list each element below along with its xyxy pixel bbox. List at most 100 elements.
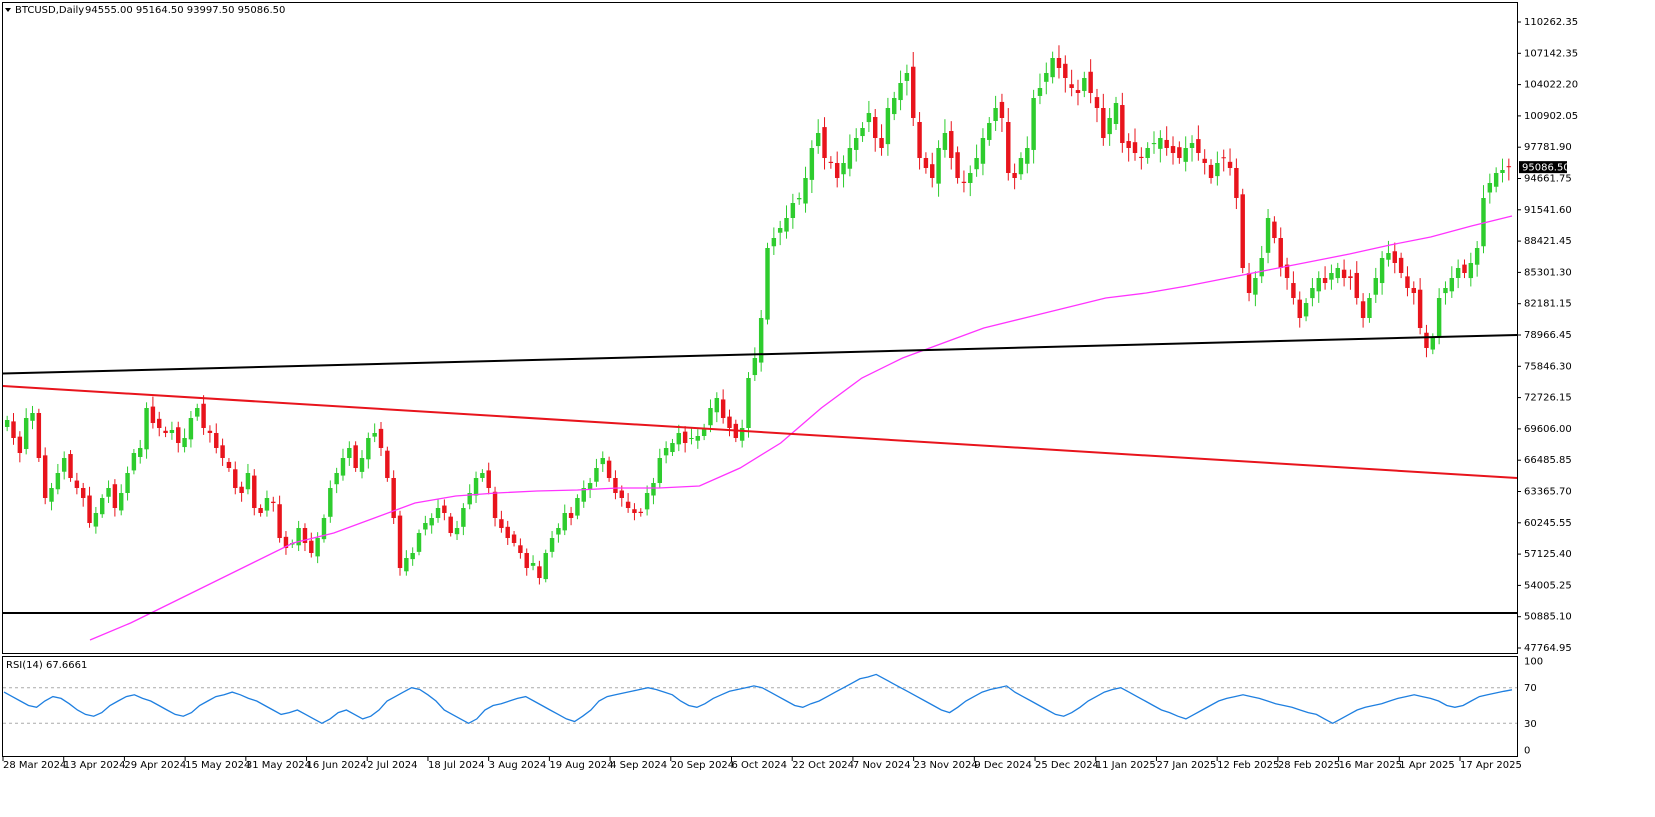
candle-body: [467, 493, 472, 505]
price-tick-label: 97781.90: [1524, 142, 1572, 153]
candle-body: [632, 509, 637, 513]
chevron-down-icon[interactable]: [5, 8, 11, 12]
rsi-group: 100 70 30 0: [3, 657, 1543, 757]
candle-body: [1031, 98, 1036, 150]
candle-body: [1189, 143, 1195, 148]
candle-body: [1044, 73, 1049, 82]
current-price-label: 95086.50: [1522, 163, 1570, 174]
candle-body: [556, 528, 561, 535]
candle-body: [1500, 170, 1505, 173]
rsi-level-label: 0: [1524, 746, 1530, 757]
candle-body: [644, 493, 650, 510]
candle-body: [828, 161, 834, 163]
candle-body: [1050, 58, 1055, 78]
time-tick-label: 4 Sep 2024: [610, 760, 667, 771]
candle-body: [1329, 273, 1334, 280]
symbol-label: BTCUSD,Daily: [15, 5, 84, 16]
candle-body: [575, 498, 580, 516]
candle-body: [1132, 142, 1138, 153]
price-tick-label: 110262.35: [1524, 17, 1578, 28]
time-tick-label: 23 Nov 2024: [914, 760, 978, 771]
candle-body: [505, 526, 510, 538]
candle-body: [226, 461, 232, 468]
candle-body: [125, 473, 130, 493]
candle-body: [638, 511, 643, 513]
candle-body: [1139, 156, 1144, 158]
candle-body: [1417, 289, 1423, 328]
candle-body: [1234, 168, 1239, 198]
candle-body: [968, 173, 973, 183]
candle-body: [220, 445, 225, 458]
price-tick-label: 104022.20: [1524, 80, 1578, 91]
candle-body: [157, 418, 162, 428]
candle-body: [1506, 166, 1512, 168]
candle-body: [600, 458, 605, 465]
price-tick-label: 82181.15: [1524, 299, 1572, 310]
candle-body: [315, 538, 320, 557]
price-tick-label: 91541.60: [1524, 205, 1572, 216]
time-tick-label: 17 Apr 2025: [1460, 760, 1522, 771]
candle-body: [1493, 173, 1499, 187]
candle-body: [188, 418, 194, 440]
candle-body: [55, 473, 61, 490]
rsi-level-label: 70: [1524, 683, 1537, 694]
candle-body: [1240, 194, 1245, 268]
candle-body: [1145, 148, 1150, 158]
candle-body: [334, 473, 339, 485]
candle-body: [1468, 263, 1474, 279]
candle-body: [1322, 278, 1328, 283]
trendline-red-descending: [2, 385, 1518, 479]
candle-body: [1006, 122, 1011, 173]
rsi-label: RSI(14) 67.6661: [6, 660, 87, 671]
candle-body: [689, 438, 694, 439]
candle-body: [1158, 138, 1163, 149]
candle-body: [4, 420, 10, 427]
candle-body: [397, 515, 403, 568]
candle-body: [911, 66, 916, 118]
candle-body: [1360, 301, 1366, 318]
candle-body: [42, 455, 48, 498]
candle-body: [949, 131, 954, 158]
candle-body: [1265, 218, 1271, 253]
candle-body: [99, 498, 105, 515]
candle-body: [1221, 157, 1226, 159]
time-tick-label: 11 Jan 2025: [1096, 760, 1156, 771]
candle-body: [36, 413, 42, 458]
candle-body: [663, 448, 669, 456]
candle-body: [1253, 278, 1258, 295]
candle-body: [423, 523, 428, 530]
candle-body: [252, 475, 257, 508]
candle-body: [106, 488, 111, 497]
candle-body: [784, 218, 789, 232]
time-tick-label: 16 Mar 2025: [1339, 760, 1402, 771]
current-price-badge: [1519, 161, 1567, 174]
time-tick-label: 2 Jul 2024: [367, 760, 417, 771]
candle-body: [391, 478, 396, 518]
time-tick-label: 28 Mar 2024: [3, 760, 66, 771]
candle-body: [416, 533, 422, 552]
candle-body: [892, 98, 897, 115]
candle-body: [1164, 139, 1169, 148]
candle-body: [765, 248, 770, 320]
candle-body: [739, 428, 745, 441]
price-axis: 110262.35 107142.35 104022.20 100902.05 9778…: [1517, 17, 1578, 654]
candle-body: [366, 438, 371, 460]
candle-body: [695, 436, 701, 441]
candle-body: [961, 181, 967, 183]
candle-body: [1120, 105, 1125, 143]
candle-body: [1392, 251, 1397, 263]
candle-body: [524, 553, 529, 568]
candle-body: [530, 563, 536, 566]
candle-body: [201, 403, 206, 428]
time-tick-label: 3 Aug 2024: [489, 760, 547, 771]
candle-body: [904, 73, 910, 81]
candle-body: [1037, 88, 1043, 96]
candle-body: [30, 413, 35, 421]
price-tick-label: 75846.30: [1524, 361, 1572, 372]
candle-body: [404, 558, 409, 572]
overlays-group: [2, 215, 1518, 641]
candle-body: [1310, 288, 1315, 299]
candle-body: [942, 133, 948, 150]
